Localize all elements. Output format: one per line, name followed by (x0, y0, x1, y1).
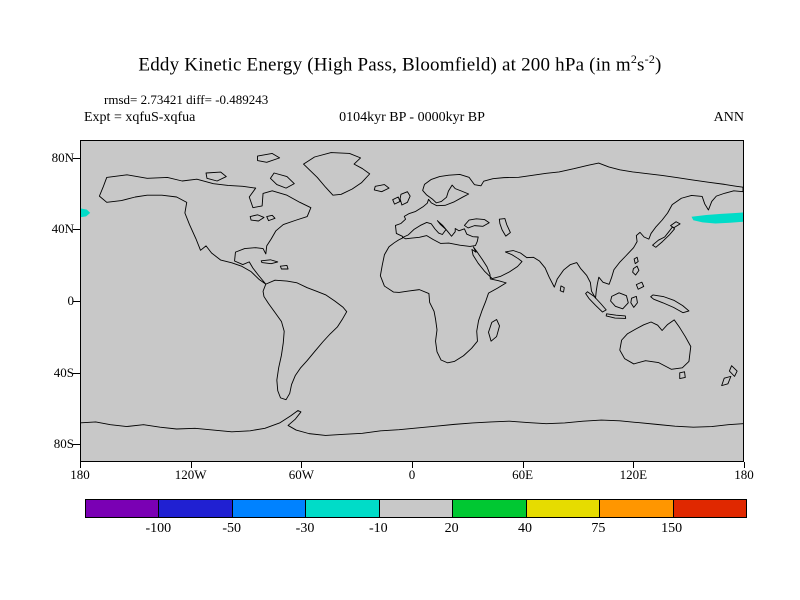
colorbar-labels: -100 -50 -30 -10 20 40 75 150 (0, 521, 800, 541)
coast-iceland (373, 184, 390, 193)
coast-japan (652, 221, 681, 248)
colorbar-tick-label: -30 (295, 521, 315, 536)
lat-tick-label: 80S (53, 436, 74, 452)
colorbar-tick-label: -10 (368, 521, 388, 536)
colorbar-tick-label: -100 (145, 521, 172, 536)
colorbar-tick-label: 75 (591, 521, 606, 536)
coast-sri-lanka (559, 285, 565, 293)
colorbar-segment (452, 500, 526, 517)
lon-tick-label: 180 (734, 467, 754, 482)
lat-tick-mark (73, 444, 80, 446)
coast-madagascar (488, 319, 500, 342)
lat-tick-mark (73, 301, 80, 302)
lon-tick-mark (80, 462, 81, 468)
coast-antarctica (81, 410, 743, 436)
coast-black-sea (463, 218, 490, 229)
lon-tick-mark (633, 462, 635, 468)
plot-title: Eddy Kinetic Energy (High Pass, Bloomfie… (0, 52, 800, 76)
lon-tick-label: 120W (174, 467, 207, 482)
lat-tick-label: 40S (53, 364, 74, 380)
colorbar-segment (672, 500, 746, 517)
anomaly-patch-north-pacific (691, 212, 743, 224)
lon-tick-mark (522, 462, 524, 468)
coast-new-zealand (721, 365, 738, 387)
lon-tick-label: 60E (512, 467, 534, 482)
colorbar-segment (525, 500, 600, 517)
coast-arctic-islands (205, 153, 295, 189)
coast-great-lakes (249, 214, 276, 222)
lat-tick-mark (73, 229, 80, 231)
anomaly-patch-west-pacific-edge (81, 208, 91, 218)
title-text: ) (655, 54, 662, 76)
season-label: ANN (713, 110, 744, 125)
lat-tick-mark (73, 157, 80, 159)
colorbar-tick-label: -50 (222, 521, 241, 536)
colorbar-segment (86, 500, 159, 517)
world-map-canvas (81, 152, 743, 436)
lon-tick-label: 120E (619, 467, 648, 482)
experiment-label: Expt = xqfuS-xqfua (84, 110, 196, 125)
title-superscript: -2 (644, 52, 656, 66)
colorbar (85, 499, 747, 518)
coast-eurasia-africa (379, 162, 743, 364)
colorbar-tick-label: 20 (444, 521, 459, 536)
coast-taiwan-philippines (632, 256, 645, 290)
title-superscript: 2 (630, 52, 638, 66)
lat-tick-mark (73, 372, 80, 374)
coast-mediterranean (402, 220, 479, 247)
colorbar-segment (378, 500, 453, 517)
coast-south-america (262, 279, 348, 401)
lon-tick-mark (190, 462, 192, 468)
coast-caspian-sea (498, 218, 511, 237)
world-map (80, 140, 744, 462)
colorbar-segment (231, 500, 306, 517)
stats-line: rmsd= 2.73421 diff= -0.489243 (104, 92, 269, 107)
coast-greenland (303, 152, 371, 196)
coast-north-america (98, 174, 312, 285)
lat-tick-label: 0 (67, 293, 75, 308)
colorbar-tick-label: 40 (518, 521, 532, 536)
colorbar-segment (305, 500, 379, 517)
anomaly-patches (81, 208, 743, 224)
coast-caribbean (260, 259, 289, 270)
coast-indonesia (585, 291, 690, 319)
coast-australia (619, 319, 692, 379)
colorbar-tick-label: 150 (661, 521, 683, 536)
lon-tick-mark (301, 462, 303, 468)
lon-tick-mark (412, 462, 413, 468)
coast-british-isles (392, 191, 411, 206)
colorbar-segment (158, 500, 232, 517)
lon-tick-label: 0 (408, 467, 416, 482)
coastlines (81, 152, 743, 436)
lon-tick-label: 60W (288, 467, 314, 482)
lon-tick-mark (744, 462, 745, 468)
title-text: Eddy Kinetic Energy (High Pass, Bloomfie… (138, 54, 631, 76)
lat-tick-label: 80N (51, 149, 74, 165)
lat-tick-label: 40N (51, 221, 74, 237)
title-text: s (637, 54, 645, 76)
lon-tick-label: 180 (70, 467, 90, 482)
period-label: 0104kyr BP - 0000kyr BP (339, 110, 485, 125)
colorbar-segment (599, 500, 673, 517)
